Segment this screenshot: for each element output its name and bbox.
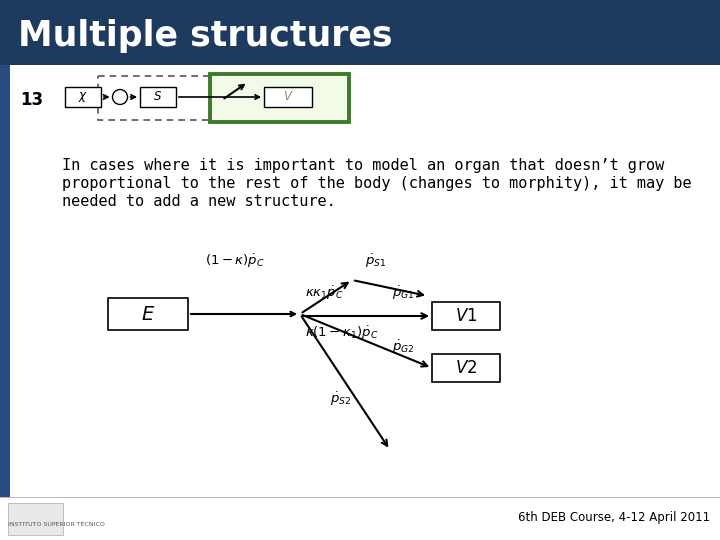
Text: $\dot{p}_{G2}$: $\dot{p}_{G2}$ — [392, 339, 415, 356]
Text: needed to add a new structure.: needed to add a new structure. — [62, 194, 336, 209]
Bar — [0, 65, 10, 498]
Bar — [8, 503, 63, 535]
Bar — [0, 497, 720, 498]
Text: proportional to the rest of the body (changes to morphity), it may be: proportional to the rest of the body (ch… — [62, 176, 692, 191]
Text: INSTITUTO SUPERIOR TÉCNICO: INSTITUTO SUPERIOR TÉCNICO — [8, 522, 105, 526]
Bar — [0, 498, 720, 540]
Bar — [432, 302, 500, 330]
Text: $\chi$: $\chi$ — [78, 90, 88, 104]
Bar — [0, 0, 720, 65]
Text: 13: 13 — [20, 91, 43, 109]
Text: $\kappa(1-\kappa_1)\dot{p}_C$: $\kappa(1-\kappa_1)\dot{p}_C$ — [305, 325, 379, 342]
Text: $\dot{p}_{S2}$: $\dot{p}_{S2}$ — [330, 390, 351, 408]
Text: $\dot{p}_{S1}$: $\dot{p}_{S1}$ — [365, 252, 387, 270]
Text: $V$: $V$ — [283, 91, 293, 104]
Bar — [432, 354, 500, 382]
FancyBboxPatch shape — [98, 76, 347, 120]
Bar — [140, 87, 176, 107]
Text: $\kappa\kappa_1\dot{p}_C$: $\kappa\kappa_1\dot{p}_C$ — [305, 285, 344, 302]
Bar — [65, 87, 101, 107]
Text: 6th DEB Course, 4-12 April 2011: 6th DEB Course, 4-12 April 2011 — [518, 511, 710, 524]
Text: In cases where it is important to model an organ that doesn’t grow: In cases where it is important to model … — [62, 158, 665, 173]
Text: $E$: $E$ — [141, 305, 155, 323]
Text: $(1-\kappa)\dot{p}_C$: $(1-\kappa)\dot{p}_C$ — [205, 252, 265, 270]
Text: Multiple structures: Multiple structures — [18, 19, 392, 53]
Bar — [108, 298, 188, 330]
Circle shape — [112, 90, 127, 105]
Text: $S$: $S$ — [153, 91, 163, 104]
Text: $V2$: $V2$ — [455, 359, 477, 377]
FancyBboxPatch shape — [210, 74, 349, 122]
Bar — [264, 87, 312, 107]
Text: $\dot{p}_{G1}$: $\dot{p}_{G1}$ — [392, 285, 415, 302]
Text: $V1$: $V1$ — [455, 307, 477, 325]
